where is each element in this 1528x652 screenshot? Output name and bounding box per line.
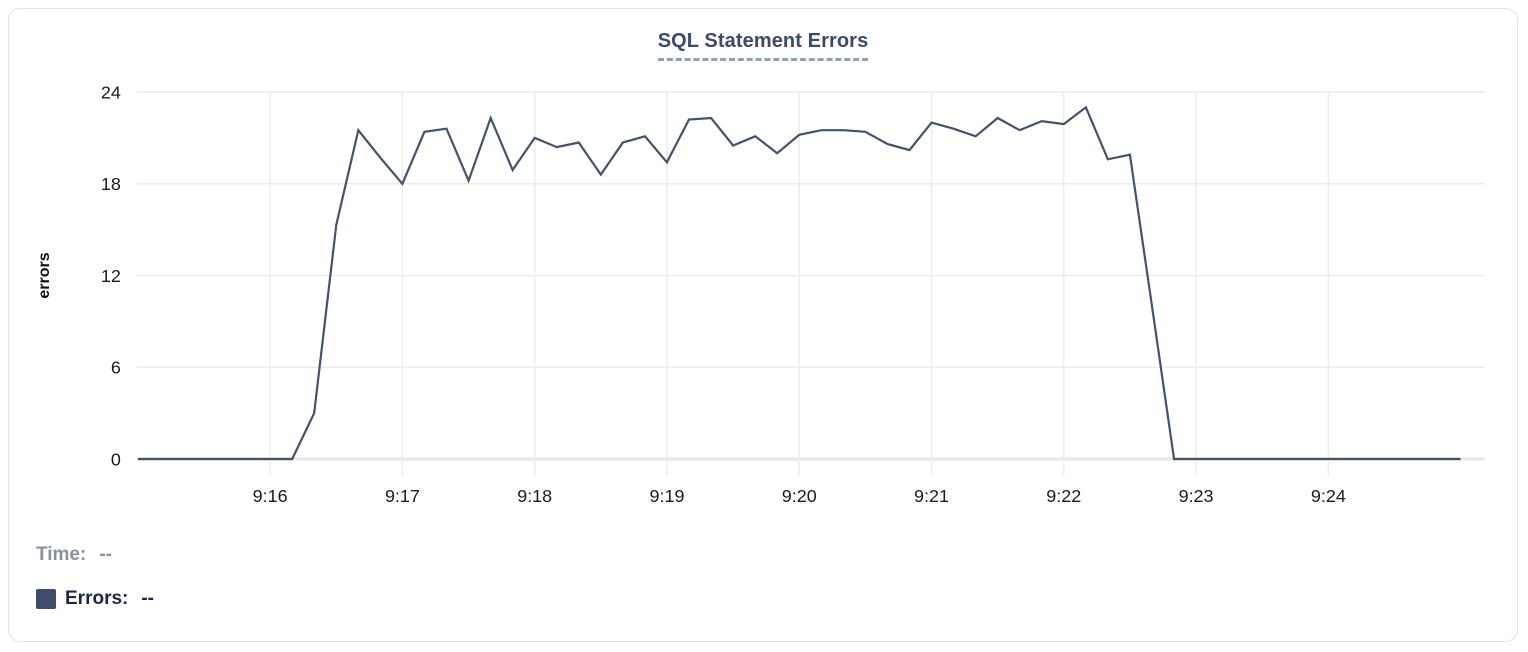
- svg-text:9:16: 9:16: [253, 486, 288, 506]
- errors-series-swatch-icon: [36, 589, 56, 609]
- errors-readout-value: --: [141, 588, 155, 609]
- svg-text:0: 0: [111, 449, 121, 469]
- chart-title-link[interactable]: SQL Statement Errors: [657, 30, 869, 61]
- svg-text:18: 18: [101, 174, 121, 194]
- svg-text:9:18: 9:18: [517, 486, 552, 506]
- svg-text:6: 6: [111, 358, 121, 378]
- errors-line-chart[interactable]: 0 6 12 18 24 9:16 9:17 9:18 9:19 9:20 9:21 9:22 9:23…: [9, 70, 1517, 530]
- svg-text:9:22: 9:22: [1046, 486, 1081, 506]
- svg-text:errors: errors: [36, 252, 53, 298]
- chart-plot-area[interactable]: 0 6 12 18 24 9:16 9:17 9:18 9:19 9:20 9:21 9:22 9:23…: [9, 70, 1517, 530]
- errors-legend-row[interactable]: Errors: --: [36, 588, 1517, 610]
- svg-text:9:20: 9:20: [782, 486, 817, 506]
- svg-text:9:24: 9:24: [1311, 486, 1346, 506]
- hover-readout: Time: -- Errors: --: [36, 544, 1517, 610]
- svg-text:9:17: 9:17: [385, 486, 420, 506]
- chart-header: SQL Statement Errors: [9, 30, 1517, 68]
- svg-text:9:19: 9:19: [649, 486, 684, 506]
- time-readout-label: Time:: [36, 544, 87, 565]
- svg-text:12: 12: [101, 266, 121, 286]
- chart-card: SQL Statement Errors 0 6 12 18 24 9:16 9:17 9:1…: [8, 8, 1518, 642]
- time-readout-row: Time: --: [36, 544, 1517, 566]
- svg-text:9:23: 9:23: [1179, 486, 1214, 506]
- time-readout-value: --: [99, 544, 112, 565]
- svg-text:24: 24: [101, 82, 121, 102]
- errors-readout-label: Errors:: [65, 588, 129, 609]
- svg-text:9:21: 9:21: [914, 486, 949, 506]
